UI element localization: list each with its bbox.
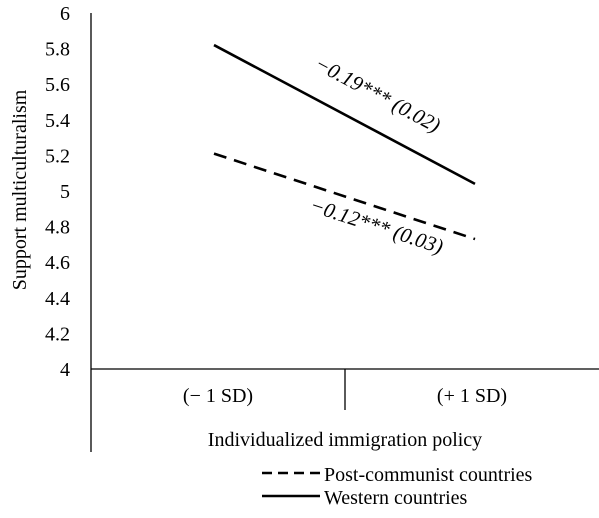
y-tick-label: 4.6: [45, 252, 70, 274]
slope-annotations: −0.12*** (0.03) −0.19*** (0.02): [307, 51, 446, 258]
x-tick-label: (− 1 SD): [183, 385, 253, 407]
legend: Post-communist countries Western countri…: [262, 464, 533, 509]
annotation-western: −0.19*** (0.02): [311, 51, 444, 137]
legend-label-post-communist: Post-communist countries: [324, 464, 533, 486]
annotation-post-communist: −0.12*** (0.03): [307, 193, 446, 259]
y-tick-label: 5.4: [45, 110, 70, 132]
y-tick-label: 4.8: [45, 217, 70, 239]
y-tick-label: 4.2: [45, 323, 70, 345]
y-tick-label: 4.4: [45, 288, 70, 310]
y-tick-label: 5: [60, 181, 70, 203]
legend-label-western: Western countries: [324, 487, 468, 509]
y-tick-label: 4: [60, 359, 70, 381]
x-tick-labels: (− 1 SD) (+ 1 SD): [183, 385, 507, 407]
series-line-western: [213, 43, 476, 186]
series-lines: [213, 43, 476, 241]
series-line-post-communist: [213, 152, 476, 241]
x-tick-label: (+ 1 SD): [437, 385, 507, 407]
y-tick-label: 5.6: [45, 74, 70, 96]
y-tick-label: 5.2: [45, 145, 70, 167]
y-tick-label: 6: [60, 3, 70, 25]
y-tick-labels: 4 4.2 4.4 4.6 4.8 5 5.2 5.4 5.6 5.8 6: [45, 3, 70, 381]
y-tick-label: 5.8: [45, 39, 70, 61]
y-axis-label: Support multiculturalism: [9, 89, 31, 290]
x-axis-label: Individualized immigration policy: [208, 429, 482, 451]
